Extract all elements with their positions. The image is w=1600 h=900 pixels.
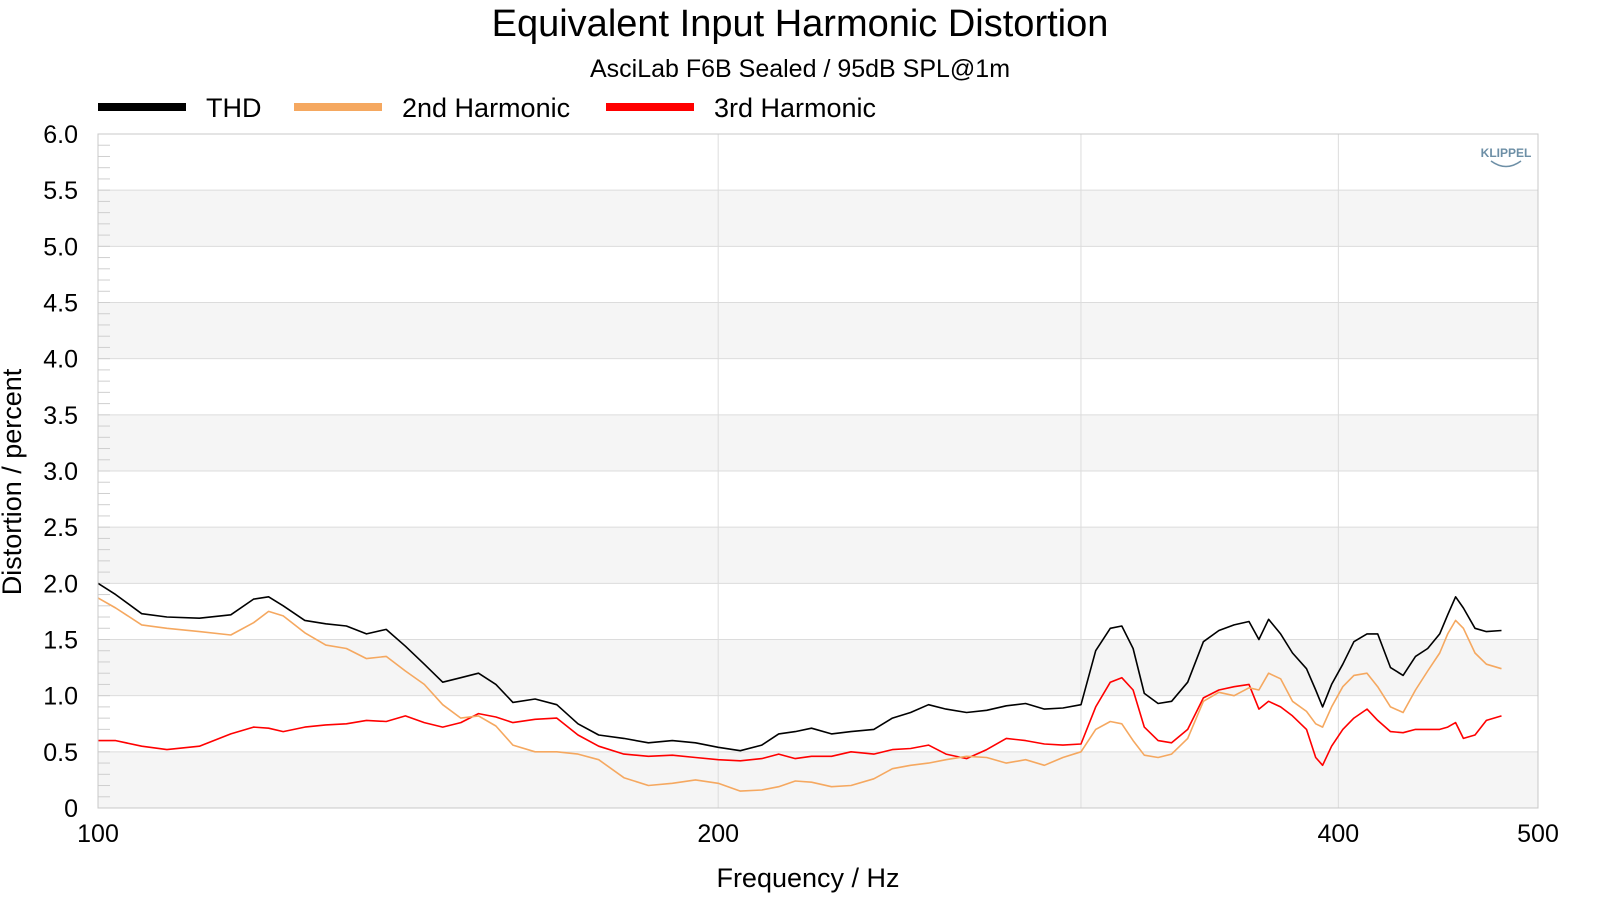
- y-tick-label: 1.0: [43, 683, 78, 711]
- y-tick-label: 2.0: [43, 570, 78, 598]
- y-tick-label: 4.5: [43, 290, 78, 318]
- y-tick-label: 0: [64, 795, 78, 823]
- legend-label: THD: [206, 93, 262, 123]
- logo-swoosh: [1490, 160, 1522, 168]
- series-line-thd: [97, 582, 1502, 752]
- series-lines: [97, 582, 1502, 792]
- grid-band: [98, 414, 1538, 471]
- plot-frame: [97, 133, 1539, 809]
- x-tick-label: 400: [1317, 820, 1359, 848]
- y-tick-label: 3.5: [43, 402, 78, 430]
- legend-swatch: [606, 103, 694, 111]
- grid-band: [98, 639, 1538, 696]
- logo-text: KLIPPEL: [1481, 146, 1532, 160]
- x-tick-label: 200: [697, 820, 739, 848]
- x-tick-label: 500: [1517, 820, 1559, 848]
- y-tick-labels: 0 0.5 1.0 1.5 2.0 2.5 3.0 3.5 4.0 4.5 5.0 5.5 6.0: [43, 121, 78, 823]
- klippel-logo: KLIPPEL: [1481, 146, 1532, 168]
- chart-title: Equivalent Input Harmonic Distortion: [492, 3, 1109, 45]
- x-axis-label: Frequency / Hz: [716, 863, 899, 893]
- y-tick-label: 3.0: [43, 458, 78, 486]
- legend-swatch: [294, 103, 382, 111]
- legend: THD 2nd Harmonic 3rd Harmonic: [98, 93, 876, 123]
- grid-band: [98, 527, 1538, 584]
- chart-subtitle: AsciLab F6B Sealed / 95dB SPL@1m: [590, 55, 1010, 83]
- series-line-2nd-harmonic: [97, 597, 1502, 792]
- y-minor-ticks: [98, 133, 110, 809]
- legend-label: 2nd Harmonic: [402, 93, 570, 123]
- y-axis-label: Distortion / percent: [0, 368, 27, 595]
- y-tick-label: 2.5: [43, 514, 78, 542]
- legend-label: 3rd Harmonic: [714, 93, 876, 123]
- x-tick-label: 100: [77, 820, 119, 848]
- series-line-3rd-harmonic: [98, 676, 1502, 767]
- y-tick-label: 0.5: [43, 739, 78, 767]
- grid-band: [98, 302, 1538, 359]
- grid-band: [98, 190, 1538, 247]
- grid-band: [98, 751, 1538, 808]
- y-tick-label: 4.0: [43, 346, 78, 374]
- y-tick-label: 6.0: [43, 121, 78, 149]
- y-tick-label: 5.5: [43, 177, 78, 205]
- y-tick-label: 5.0: [43, 233, 78, 261]
- x-tick-labels: 100 200 400 500: [77, 820, 1559, 848]
- legend-swatch: [98, 103, 186, 111]
- y-tick-label: 1.5: [43, 627, 78, 655]
